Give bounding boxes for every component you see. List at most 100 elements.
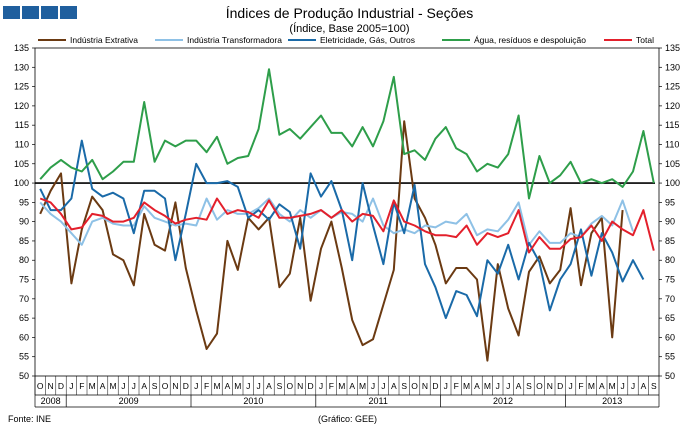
y-tick-label-right: 105: [665, 159, 680, 169]
series-line: [39, 197, 655, 254]
x-tick-label: A: [266, 381, 272, 391]
x-tick-label: N: [172, 381, 178, 391]
x-tick-label: J: [620, 381, 624, 391]
y-tick-label-left: 125: [14, 82, 29, 92]
x-tick-label: A: [641, 381, 647, 391]
y-tick-label-left: 75: [19, 275, 29, 285]
y-tick-label-right: 90: [665, 217, 675, 227]
legend-label: Água, resíduos e despoluição: [474, 35, 586, 45]
x-tick-label: D: [557, 381, 563, 391]
y-tick-label-right: 115: [665, 120, 679, 130]
x-tick-label: M: [359, 381, 366, 391]
y-tick-label-right: 125: [665, 82, 680, 92]
x-tick-label: J: [381, 381, 385, 391]
x-tick-label: A: [100, 381, 106, 391]
x-tick-label: J: [631, 381, 635, 391]
y-tick-label-left: 50: [19, 371, 29, 381]
x-tick-label: N: [48, 381, 54, 391]
legend-label: Indústria Transformadora: [187, 35, 282, 45]
logo-block: [41, 6, 58, 19]
x-tick-label: O: [37, 381, 44, 391]
y-tick-label-right: 100: [665, 178, 680, 188]
x-tick-label: J: [121, 381, 125, 391]
x-tick-label: N: [297, 381, 303, 391]
y-tick-label-right: 50: [665, 371, 675, 381]
year-label: 2011: [369, 396, 388, 406]
x-tick-label: J: [256, 381, 260, 391]
y-tick-label-left: 95: [19, 197, 29, 207]
logo-block: [22, 6, 39, 19]
year-label: 2009: [119, 396, 139, 406]
y-tick-label-left: 105: [14, 159, 29, 169]
x-tick-label: J: [246, 381, 250, 391]
x-tick-label: J: [496, 381, 500, 391]
legend-label: Total: [636, 35, 654, 45]
y-tick-label-right: 55: [665, 352, 675, 362]
y-tick-label-right: 95: [665, 197, 675, 207]
x-tick-label: N: [547, 381, 553, 391]
chart-subtitle: (Índice, Base 2005=100): [289, 23, 410, 35]
y-tick-label-right: 65: [665, 313, 675, 323]
y-tick-label-right: 80: [665, 255, 675, 265]
x-tick-label: J: [444, 381, 448, 391]
x-tick-label: F: [578, 381, 583, 391]
y-tick-label-left: 85: [19, 236, 29, 246]
y-tick-label-right: 70: [665, 294, 675, 304]
y-tick-label-left: 80: [19, 255, 29, 265]
x-tick-label: M: [588, 381, 595, 391]
year-label: 2010: [243, 396, 263, 406]
y-tick-label-left: 90: [19, 217, 29, 227]
y-tick-label-right: 85: [665, 236, 675, 246]
x-tick-label: O: [286, 381, 293, 391]
x-tick-label: S: [401, 381, 407, 391]
x-tick-label: M: [463, 381, 470, 391]
x-tick-label: J: [69, 381, 73, 391]
y-tick-label-left: 110: [15, 139, 29, 149]
year-label: 2012: [493, 396, 513, 406]
y-tick-label-left: 55: [19, 352, 29, 362]
x-tick-label: F: [454, 381, 459, 391]
y-tick-label-left: 135: [14, 43, 29, 53]
x-tick-label: J: [132, 381, 136, 391]
y-tick-label-right: 120: [665, 101, 680, 111]
y-tick-label-left: 115: [15, 120, 29, 130]
x-tick-label: D: [58, 381, 64, 391]
year-label: 2008: [41, 396, 61, 406]
x-tick-label: S: [526, 381, 532, 391]
y-tick-label-right: 60: [665, 332, 675, 342]
chart-title: Índices de Produção Industrial - Seções: [225, 5, 474, 21]
y-tick-label-right: 130: [665, 62, 680, 72]
series-line: [39, 197, 634, 246]
x-tick-label: M: [484, 381, 491, 391]
x-tick-label: M: [609, 381, 616, 391]
y-tick-label-right: 75: [665, 275, 675, 285]
x-tick-label: J: [371, 381, 375, 391]
series-line: [39, 120, 624, 362]
year-label: 2013: [602, 396, 622, 406]
x-tick-label: J: [506, 381, 510, 391]
x-tick-label: N: [422, 381, 428, 391]
x-tick-label: M: [109, 381, 116, 391]
x-tick-label: S: [651, 381, 657, 391]
y-tick-label-left: 70: [19, 294, 29, 304]
x-tick-label: J: [319, 381, 323, 391]
series-line: [39, 139, 645, 320]
x-tick-label: A: [599, 381, 605, 391]
y-tick-label-left: 120: [14, 101, 29, 111]
x-tick-label: D: [308, 381, 314, 391]
x-tick-label: A: [349, 381, 355, 391]
x-tick-label: M: [213, 381, 220, 391]
y-tick-label-left: 60: [19, 332, 29, 342]
x-tick-label: J: [194, 381, 198, 391]
source-note: Fonte: INE: [8, 414, 52, 424]
x-tick-label: A: [391, 381, 397, 391]
y-tick-label-right: 110: [665, 139, 679, 149]
x-tick-label: O: [536, 381, 543, 391]
x-tick-label: S: [152, 381, 158, 391]
y-tick-label-left: 130: [14, 62, 29, 72]
x-tick-label: F: [329, 381, 334, 391]
x-tick-label: A: [516, 381, 522, 391]
x-tick-label: A: [225, 381, 231, 391]
x-tick-label: F: [204, 381, 209, 391]
